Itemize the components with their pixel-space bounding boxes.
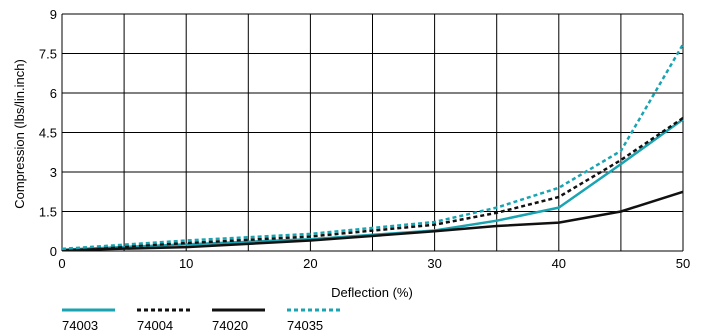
y-tick-label: 7.5 xyxy=(39,47,57,62)
y-axis-ticks: 0 1.5 3 4.5 6 7.5 9 xyxy=(39,7,57,259)
x-tick-label: 30 xyxy=(427,256,441,271)
legend: 74003 74004 74020 74035 xyxy=(62,308,340,333)
x-axis-ticks: 0 10 20 30 40 50 xyxy=(58,256,690,271)
legend-label-74003: 74003 xyxy=(62,318,98,333)
x-axis-title: Deflection (%) xyxy=(331,285,413,300)
series-line-74003 xyxy=(61,118,684,251)
legend-label-74020: 74020 xyxy=(212,318,248,333)
legend-label-74035: 74035 xyxy=(287,318,323,333)
x-tick-label: 0 xyxy=(58,256,65,271)
series-line-74020 xyxy=(61,190,684,252)
legend-label-74004: 74004 xyxy=(137,318,173,333)
y-tick-label: 0 xyxy=(50,244,57,259)
y-axis-title: Compression (lbs/lin.inch) xyxy=(12,59,27,209)
y-tick-label: 6 xyxy=(50,86,57,101)
series-lines xyxy=(61,43,685,252)
y-tick-label: 9 xyxy=(50,7,57,22)
series-line-74004 xyxy=(61,116,684,251)
y-tick-label: 3 xyxy=(50,165,57,180)
x-tick-label: 20 xyxy=(303,256,317,271)
x-tick-label: 10 xyxy=(179,256,193,271)
grid-lines xyxy=(61,13,684,252)
y-tick-label: 1.5 xyxy=(39,205,57,220)
x-tick-label: 50 xyxy=(676,256,690,271)
x-tick-label: 40 xyxy=(552,256,566,271)
series-line-74035 xyxy=(61,43,685,251)
y-tick-label: 4.5 xyxy=(39,126,57,141)
